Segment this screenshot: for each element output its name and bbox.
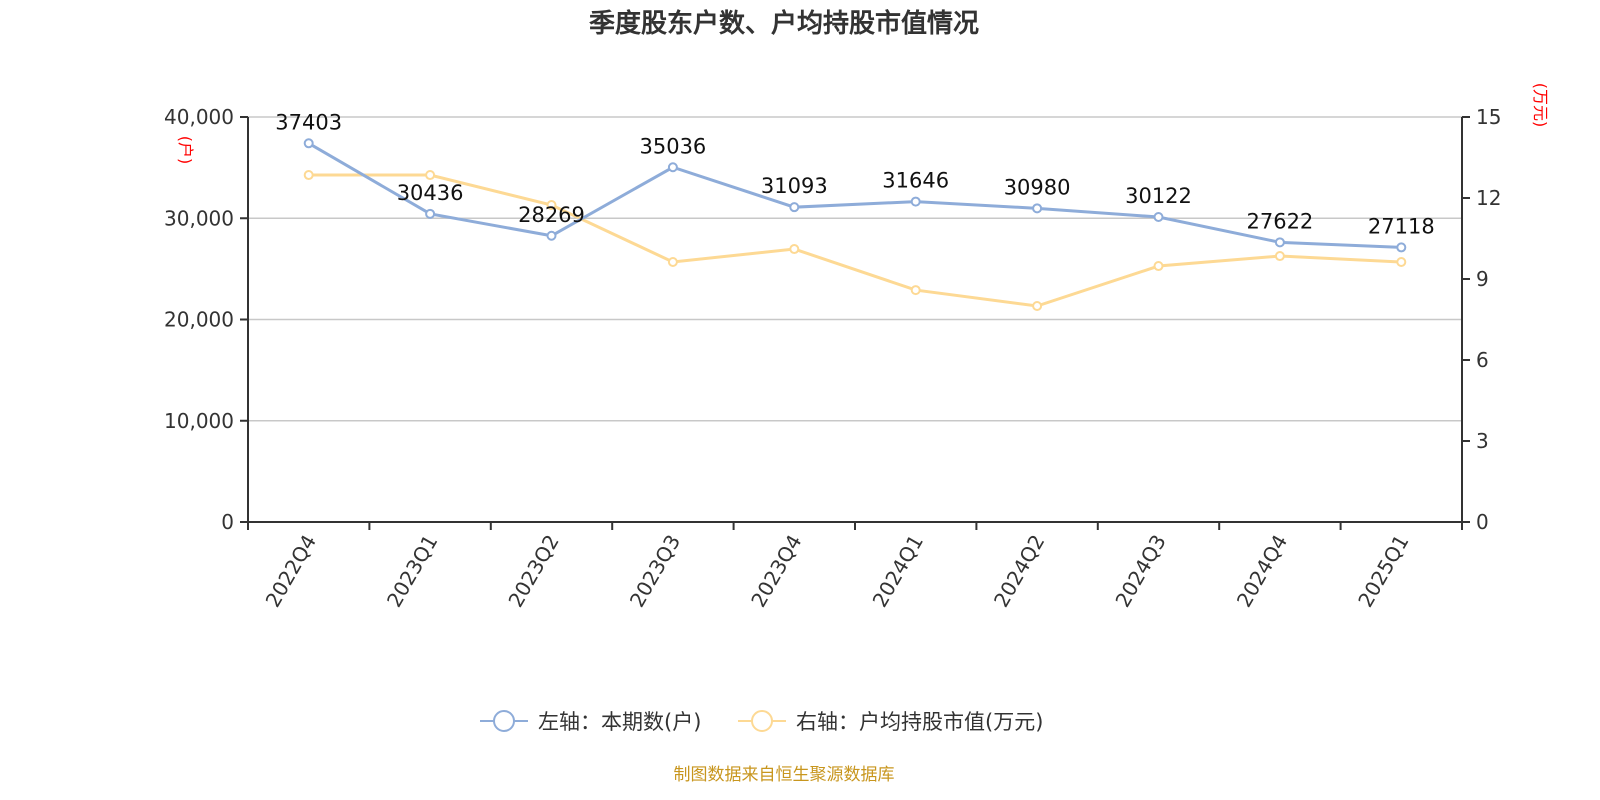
source-note: 制图数据来自恒生聚源数据库 bbox=[674, 765, 895, 785]
data-point bbox=[303, 138, 314, 149]
right-tick-label: 0 bbox=[1476, 510, 1489, 534]
x-tick-label: 2023Q3 bbox=[625, 531, 685, 612]
data-label: 30122 bbox=[1125, 184, 1192, 208]
legend: 左轴：本期数(户) 右轴：户均持股市值(万元) bbox=[480, 710, 1043, 734]
left-tick-label: 30,000 bbox=[164, 206, 234, 230]
data-point bbox=[1153, 261, 1164, 272]
data-point bbox=[789, 244, 800, 255]
data-point bbox=[1032, 301, 1043, 311]
data-point bbox=[546, 230, 557, 241]
data-point bbox=[1396, 256, 1407, 267]
data-label: 31093 bbox=[761, 174, 828, 198]
x-tick-label: 2022Q4 bbox=[261, 531, 321, 612]
x-tick-label: 2025Q1 bbox=[1353, 531, 1413, 612]
data-point bbox=[425, 208, 436, 219]
legend-label: 左轴：本期数(户) bbox=[538, 710, 701, 734]
data-label: 37403 bbox=[275, 110, 342, 134]
data-point bbox=[1032, 203, 1043, 214]
data-point bbox=[910, 285, 921, 296]
x-tick-label: 2024Q1 bbox=[868, 531, 928, 612]
x-tick-label: 2024Q4 bbox=[1232, 531, 1292, 612]
data-point bbox=[546, 200, 557, 211]
data-label: 31646 bbox=[882, 169, 949, 193]
left-axis-label: (户) bbox=[176, 136, 195, 165]
legend-label: 右轴：户均持股市值(万元) bbox=[796, 710, 1043, 734]
right-tick-label: 15 bbox=[1476, 105, 1501, 129]
data-label: 30436 bbox=[397, 181, 464, 205]
right-tick-label: 12 bbox=[1476, 186, 1501, 210]
x-tick-label: 2023Q4 bbox=[746, 531, 806, 612]
series-line-left bbox=[307, 141, 1402, 249]
legend-marker-icon bbox=[751, 710, 773, 732]
data-point bbox=[789, 202, 800, 213]
x-tick-label: 2023Q2 bbox=[503, 531, 563, 612]
data-point bbox=[1274, 251, 1285, 262]
data-label: 27118 bbox=[1368, 214, 1435, 238]
left-tick-label: 0 bbox=[221, 510, 234, 534]
data-point bbox=[1274, 237, 1285, 248]
x-tick-label: 2024Q2 bbox=[989, 531, 1049, 612]
data-label: 27622 bbox=[1246, 209, 1313, 233]
left-tick-label: 40,000 bbox=[164, 105, 234, 129]
legend-marker-icon bbox=[493, 710, 515, 732]
left-tick-label: 10,000 bbox=[164, 409, 234, 433]
x-tick-label: 2023Q1 bbox=[382, 531, 442, 612]
data-label: 30980 bbox=[1004, 175, 1071, 199]
data-point bbox=[425, 170, 436, 181]
legend-item-right[interactable]: 右轴：户均持股市值(万元) bbox=[738, 710, 1043, 734]
series-line-right bbox=[308, 173, 1402, 308]
data-label: 35036 bbox=[639, 134, 706, 158]
data-point bbox=[910, 196, 921, 207]
right-tick-label: 9 bbox=[1476, 267, 1489, 291]
data-point bbox=[667, 162, 678, 173]
chart-title: 季度股东户数、户均持股市值情况 bbox=[589, 8, 979, 39]
right-axis-label: (万元) bbox=[1531, 83, 1550, 128]
data-point bbox=[1153, 212, 1164, 223]
data-point bbox=[1396, 242, 1407, 253]
data-label: 28269 bbox=[518, 203, 585, 227]
data-point bbox=[303, 170, 314, 181]
left-tick-label: 20,000 bbox=[164, 308, 234, 332]
legend-item-left[interactable]: 左轴：本期数(户) bbox=[480, 710, 701, 734]
right-tick-label: 6 bbox=[1476, 348, 1489, 372]
x-tick-label: 2024Q3 bbox=[1110, 531, 1170, 612]
data-point bbox=[667, 256, 678, 267]
right-tick-label: 3 bbox=[1476, 429, 1489, 453]
